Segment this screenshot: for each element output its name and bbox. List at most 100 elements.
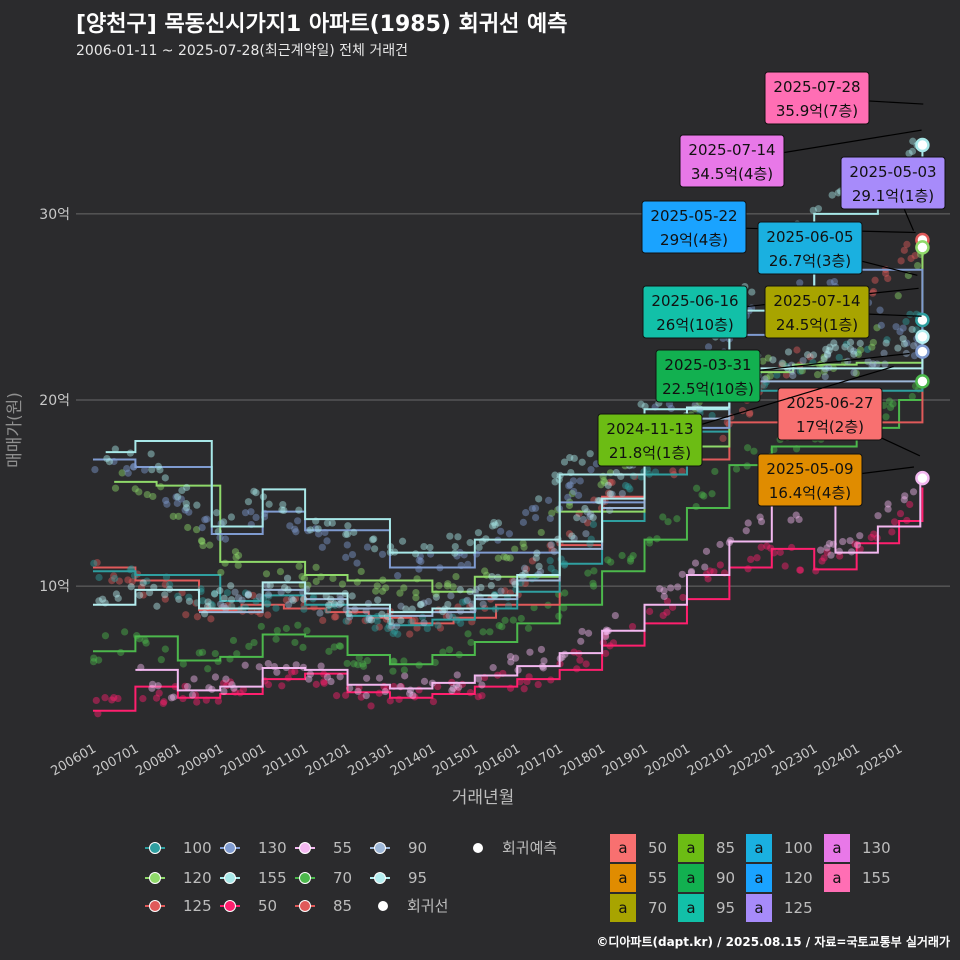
data-point-130 bbox=[544, 496, 553, 504]
data-point-90 bbox=[608, 490, 616, 498]
data-point-90 bbox=[618, 489, 626, 498]
annotation-box bbox=[777, 387, 883, 441]
data-point-50 bbox=[139, 695, 147, 703]
data-point-130 bbox=[247, 508, 255, 516]
data-point-130 bbox=[181, 506, 189, 514]
data-point-55 bbox=[449, 684, 457, 692]
data-point-100 bbox=[708, 411, 716, 420]
data-point-100 bbox=[241, 603, 249, 611]
data-point-120 bbox=[503, 554, 511, 562]
data-point-50 bbox=[867, 533, 875, 542]
data-point-90 bbox=[255, 593, 264, 601]
data-point-85 bbox=[344, 617, 353, 625]
data-point-85 bbox=[871, 276, 879, 284]
legend-color-box bbox=[610, 864, 636, 892]
data-point-50 bbox=[601, 631, 609, 640]
data-point-70 bbox=[517, 614, 525, 623]
data-point-50 bbox=[663, 608, 671, 616]
data-point-50 bbox=[333, 692, 341, 700]
x-tick-label: 202101 bbox=[685, 741, 735, 779]
data-point-155 bbox=[111, 445, 119, 453]
data-point-120 bbox=[449, 583, 457, 591]
data-point-55 bbox=[835, 547, 843, 556]
legend-marker-key bbox=[224, 900, 236, 912]
data-point-70 bbox=[336, 642, 345, 650]
data-point-130 bbox=[566, 481, 574, 489]
legend-item-125: 125 bbox=[145, 897, 212, 915]
legend-box-label: 125 bbox=[784, 899, 813, 917]
data-point-120 bbox=[373, 582, 381, 590]
data-point-90 bbox=[824, 351, 832, 359]
data-point-50 bbox=[214, 697, 222, 705]
data-point-70 bbox=[464, 630, 472, 638]
data-point-85 bbox=[411, 616, 419, 624]
legend-box-label: 130 bbox=[862, 839, 891, 857]
data-point-100 bbox=[143, 577, 151, 585]
data-point-95 bbox=[594, 496, 602, 505]
data-point-70 bbox=[257, 622, 265, 631]
data-point-130 bbox=[315, 530, 323, 538]
legend-box-glyph: a bbox=[832, 839, 841, 857]
data-point-130 bbox=[221, 535, 230, 543]
data-point-155 bbox=[491, 521, 499, 529]
annotation-date: 2025-05-09 bbox=[766, 460, 853, 478]
data-point-70 bbox=[431, 658, 439, 667]
data-point-85 bbox=[669, 467, 677, 475]
data-point-100 bbox=[185, 593, 193, 601]
data-point-90 bbox=[844, 357, 852, 365]
data-point-55 bbox=[660, 592, 668, 601]
data-point-85 bbox=[508, 577, 517, 585]
data-point-120 bbox=[568, 489, 576, 498]
data-point-70 bbox=[282, 624, 290, 633]
data-point-120 bbox=[199, 541, 207, 550]
data-point-50 bbox=[776, 548, 784, 556]
data-point-155 bbox=[369, 536, 377, 544]
data-point-120 bbox=[444, 580, 452, 588]
data-point-70 bbox=[889, 400, 897, 408]
data-point-100 bbox=[364, 616, 372, 624]
data-point-95 bbox=[581, 504, 589, 513]
data-point-55 bbox=[687, 567, 696, 576]
data-point-55 bbox=[856, 532, 864, 540]
data-point-100 bbox=[906, 310, 914, 318]
data-point-155 bbox=[214, 528, 222, 536]
data-point-55 bbox=[292, 661, 300, 669]
data-point-130 bbox=[162, 496, 170, 505]
data-point-130 bbox=[217, 519, 225, 528]
data-point-90 bbox=[864, 357, 872, 366]
legend-marker-key bbox=[374, 842, 386, 854]
data-point-70 bbox=[229, 636, 238, 645]
annotation-label: 2025-05-09 16.4억(4층) bbox=[757, 453, 915, 507]
data-point-155 bbox=[451, 542, 459, 551]
data-point-130 bbox=[348, 550, 357, 559]
data-point-55 bbox=[823, 544, 831, 552]
data-point-100 bbox=[390, 627, 399, 635]
data-point-90 bbox=[850, 347, 858, 355]
data-point-130 bbox=[505, 530, 513, 538]
data-point-120 bbox=[766, 372, 774, 380]
legend-color-box bbox=[746, 834, 772, 862]
data-point-50 bbox=[576, 656, 584, 664]
data-point-120 bbox=[779, 360, 787, 368]
data-point-155 bbox=[250, 487, 258, 495]
data-point-130 bbox=[532, 513, 540, 522]
data-point-130 bbox=[704, 343, 713, 351]
data-point-100 bbox=[462, 597, 470, 605]
legend-label: 90 bbox=[408, 839, 427, 857]
data-point-55 bbox=[787, 516, 795, 524]
data-point-70 bbox=[101, 632, 110, 640]
data-point-55 bbox=[363, 674, 371, 682]
data-point-70 bbox=[708, 490, 716, 498]
data-point-85 bbox=[806, 353, 814, 361]
data-point-155 bbox=[220, 518, 228, 526]
data-point-120 bbox=[193, 526, 201, 534]
prediction-point-120 bbox=[915, 240, 930, 255]
data-point-120 bbox=[600, 478, 609, 487]
data-point-155 bbox=[328, 519, 336, 527]
data-point-55 bbox=[795, 515, 803, 524]
data-point-70 bbox=[95, 656, 103, 664]
data-point-70 bbox=[711, 467, 719, 476]
data-point-55 bbox=[420, 677, 429, 685]
data-point-85 bbox=[719, 434, 727, 442]
data-point-50 bbox=[114, 694, 122, 703]
